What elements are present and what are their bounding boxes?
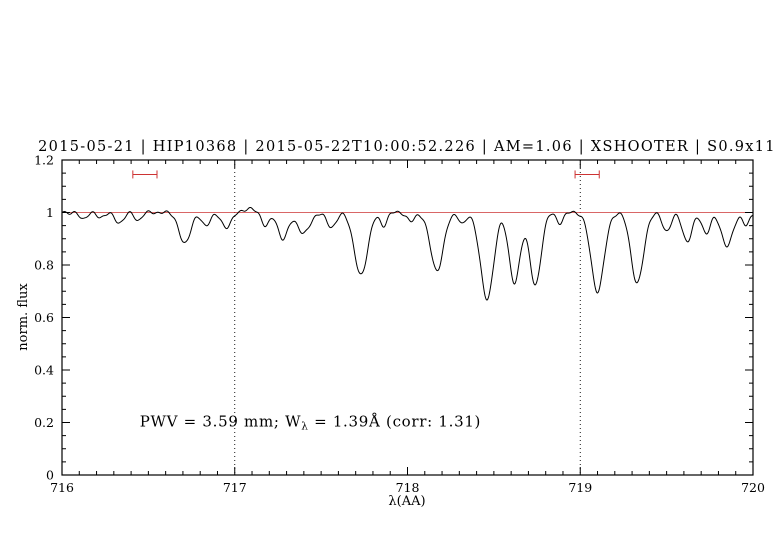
spectrum-line [61,206,754,301]
axis-ticks [61,159,754,476]
x-tick-label: 720 [741,480,765,495]
pwv-annotation: PWV = 3.59 mm; Wλ = 1.39Å (corr: 1.31) [140,412,481,432]
x-tick-label: 717 [223,480,247,495]
pwv-annotation-suffix: = 1.39Å (corr: 1.31) [309,412,482,430]
range-markers [132,170,600,179]
y-tick-label: 0 [46,468,54,483]
axis-tick-labels: 716 717 718 719 720 0 0.2 0.4 0.6 0.8 1 1.2 [34,153,765,496]
y-tick-label: 0.8 [34,258,54,273]
y-tick-label: 0.2 [34,415,54,430]
x-axis-label: λ(AA) [388,494,425,509]
y-axis-label: norm. flux [16,283,31,351]
y-tick-label: 1.2 [34,153,54,168]
x-tick-label: 716 [50,480,74,495]
x-tick-label: 719 [568,480,592,495]
pwv-annotation-subscript: λ [301,420,308,432]
pwv-annotation-prefix: PWV = 3.59 mm; W [140,412,302,430]
y-tick-label: 0.4 [34,363,54,378]
y-tick-label: 0.6 [34,310,54,325]
x-tick-label: 718 [396,480,420,495]
chart-title: 2015-05-21 | HIP10368 | 2015-05-22T10:00… [38,139,776,155]
y-tick-label: 1 [46,205,54,220]
